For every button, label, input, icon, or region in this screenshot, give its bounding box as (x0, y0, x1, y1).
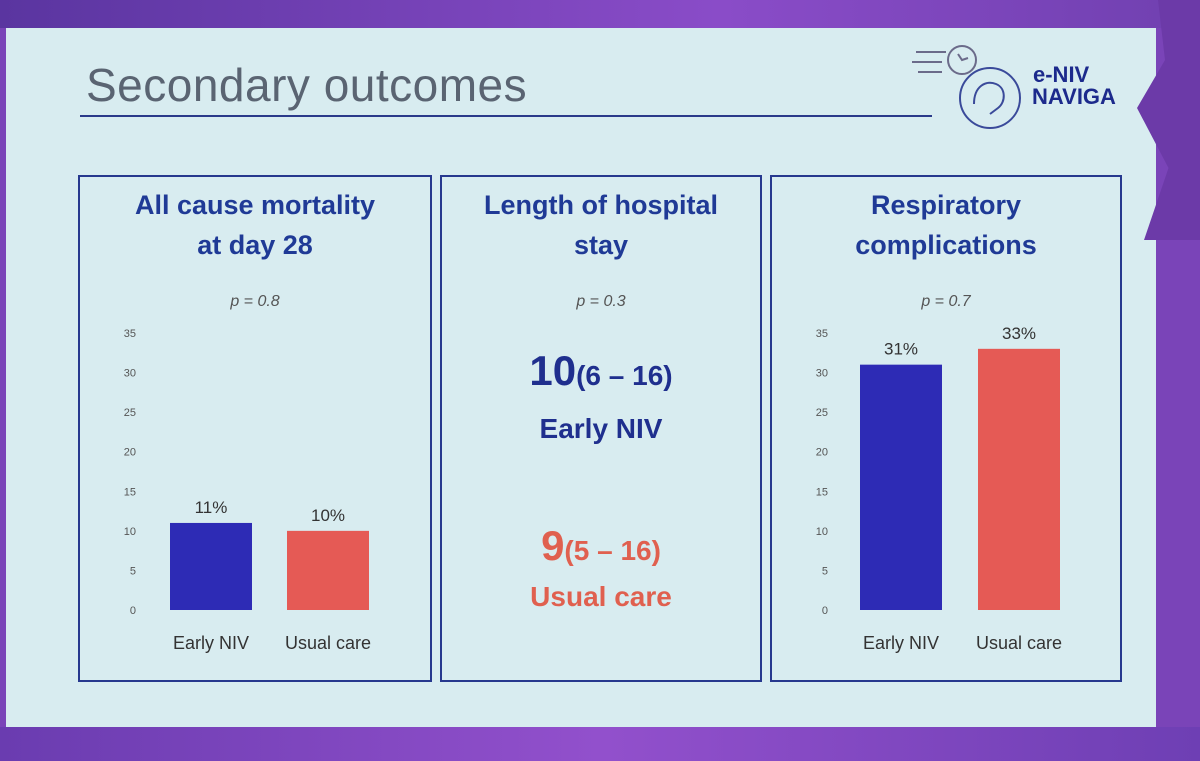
stay-usual-median: 9 (541, 522, 565, 569)
panel-stay: Length of hospital stay p = 0.3 10(6 – 1… (440, 175, 762, 682)
panel-mortality-title-line1: All cause mortality (134, 190, 376, 220)
y-tick-label: 30 (124, 368, 136, 380)
y-tick-label: 0 (822, 605, 828, 617)
panel-mortality: All cause mortality at day 28 p = 0.8 0 5… (78, 175, 432, 682)
stay-usual-iqr: (5 – 16) (564, 535, 661, 566)
y-tick-label: 20 (816, 447, 828, 459)
stay-usual-stat: 9(5 – 16) (442, 522, 760, 570)
category-label: Early NIV (863, 633, 939, 653)
panel-stay-title-line1: Length of hospital (484, 190, 718, 220)
category-label: Usual care (976, 633, 1062, 653)
title-underline (80, 115, 932, 117)
slide-title: Secondary outcomes (86, 59, 528, 111)
logo: e-NIV NAVIGA (912, 42, 1152, 132)
y-tick-label: 30 (816, 368, 828, 380)
bar-early-niv (170, 522, 252, 610)
panel-stay-pvalue: p = 0.3 (576, 293, 626, 310)
y-tick-label: 15 (124, 486, 136, 498)
y-tick-label: 10 (124, 526, 136, 538)
bar-usual-care (287, 530, 369, 610)
y-tick-label: 20 (124, 447, 136, 459)
y-tick-label: 5 (822, 565, 828, 577)
data-label: 10% (311, 506, 345, 525)
y-tick-label: 35 (124, 328, 136, 340)
projector-frame-top (0, 0, 1200, 28)
bar-usual-care (978, 348, 1060, 610)
panel-mortality-pvalue: p = 0.8 (230, 293, 280, 310)
logo-text-top: e-NIV (1033, 62, 1090, 87)
category-label: Early NIV (173, 633, 249, 653)
bar-early-niv (860, 364, 942, 610)
y-tick-label: 10 (816, 526, 828, 538)
y-tick-label: 15 (816, 486, 828, 498)
panel-respiratory-title-line2: complications (855, 230, 1037, 260)
panel-respiratory-pvalue: p = 0.7 (921, 293, 971, 310)
stay-early-median: 10 (529, 347, 577, 394)
stay-early-stat: 10(6 – 16) (442, 347, 760, 395)
logo-text-bottom: NAVIGA (1032, 84, 1116, 109)
y-tick-label: 25 (816, 407, 828, 419)
logo-emblem-icon (912, 45, 1021, 129)
stay-early-iqr: (6 – 16) (576, 360, 673, 391)
respiratory-chart: 0 5 10 15 20 25 30 35 31% Early NIV 33% Usual care (816, 324, 1062, 653)
stay-early-label: Early NIV (539, 413, 663, 444)
panel-stay-title-line2: stay (573, 230, 629, 260)
y-tick-label: 0 (130, 605, 136, 617)
category-label: Usual care (285, 633, 371, 653)
y-tick-label: 25 (124, 407, 136, 419)
y-tick-label: 5 (130, 565, 136, 577)
y-tick-label: 35 (816, 328, 828, 340)
projector-frame-bottom (0, 727, 1200, 761)
mortality-chart: 0 5 10 15 20 25 30 35 11% Early NIV 10% Usual care (124, 328, 371, 653)
data-label: 11% (195, 498, 228, 517)
data-label: 31% (884, 340, 918, 359)
panel-respiratory-title-line1: Respiratory (870, 190, 1022, 220)
stay-usual-label: Usual care (530, 581, 672, 612)
panel-respiratory: Respiratory complications p = 0.7 0 5 10 15… (770, 175, 1122, 682)
data-label: 33% (1002, 324, 1036, 343)
panel-mortality-title-line2: at day 28 (197, 230, 313, 260)
